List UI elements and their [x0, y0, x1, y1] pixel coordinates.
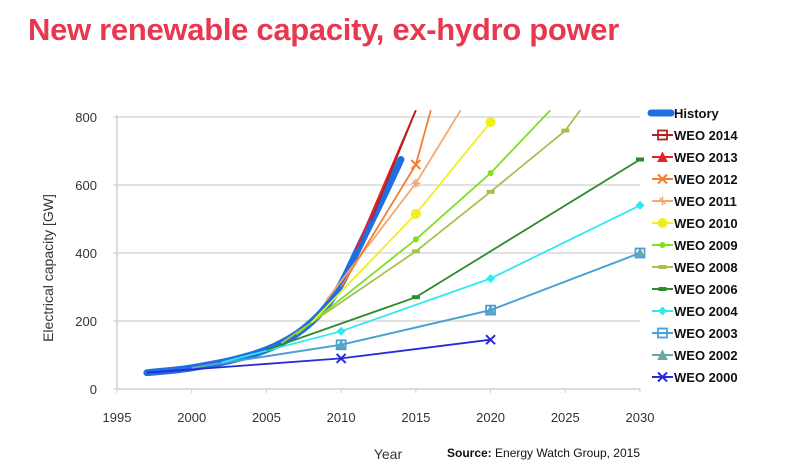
- series-line: [143, 156, 405, 377]
- series-line: [206, 252, 641, 367]
- y-tick-label: 400: [75, 246, 97, 261]
- marker-diamond: [658, 306, 667, 316]
- legend-item: WEO 2000: [652, 370, 738, 385]
- legend: History WEO 2014 WEO 2013 WEO 2012 WEO 2011 W…: [647, 106, 738, 385]
- marker-star: [658, 196, 667, 206]
- series-line: [295, 110, 551, 336]
- marker-dot: [412, 236, 419, 243]
- marker-dash: [486, 189, 495, 194]
- marker-diamond: [336, 326, 346, 336]
- y-tick-label: 600: [75, 178, 97, 193]
- series-weo-2010: [310, 117, 496, 324]
- legend-item: WEO 2011: [652, 194, 737, 209]
- legend-item: WEO 2013: [652, 150, 738, 165]
- legend-label: WEO 2014: [674, 128, 738, 143]
- x-tick-label: 2020: [476, 410, 505, 425]
- legend-item: WEO 2006: [652, 282, 738, 297]
- x-tick-label: 1995: [103, 410, 132, 425]
- marker-x: [335, 353, 347, 364]
- marker-x: [657, 371, 668, 383]
- legend-label: WEO 2000: [674, 370, 738, 385]
- marker-square: [335, 339, 347, 351]
- legend-item: WEO 2014: [652, 128, 738, 143]
- legend-label: WEO 2003: [674, 326, 738, 341]
- legend-label: WEO 2009: [674, 238, 738, 253]
- series-weo-2000: [146, 334, 496, 374]
- x-tick-label: 2000: [177, 410, 206, 425]
- series-line: [370, 110, 417, 222]
- legend-label: WEO 2013: [674, 150, 738, 165]
- y-tick-label: 0: [90, 382, 97, 397]
- marker-x: [410, 159, 422, 170]
- x-tick-label: 2030: [626, 410, 655, 425]
- series-weo-2006: [266, 157, 644, 351]
- x-axis-label: Year: [374, 446, 403, 462]
- marker-circle: [410, 208, 421, 219]
- y-tick-label: 800: [75, 110, 97, 125]
- marker-dot: [659, 242, 666, 248]
- series-weo-2004: [221, 200, 645, 364]
- x-tick-label: 2010: [327, 410, 356, 425]
- legend-label: WEO 2010: [674, 216, 738, 231]
- source-text: Energy Watch Group, 2015: [491, 446, 640, 460]
- marker-dash: [636, 157, 644, 162]
- series-line: [221, 204, 641, 364]
- series-weo-2014: [370, 110, 417, 222]
- marker-dash: [411, 249, 420, 254]
- marker-triangle: [657, 349, 668, 360]
- legend-item: WEO 2004: [652, 304, 738, 319]
- legend-label: WEO 2012: [674, 172, 738, 187]
- marker-dot: [487, 170, 494, 177]
- marker-square: [634, 247, 646, 259]
- marker-dash: [561, 128, 570, 133]
- marker-star: [411, 178, 421, 188]
- source-note: Source: Energy Watch Group, 2015: [447, 446, 640, 460]
- legend-label: WEO 2008: [674, 260, 738, 275]
- marker-circle: [485, 117, 496, 128]
- marker-dash: [658, 265, 667, 269]
- legend-item: WEO 2010: [652, 216, 738, 231]
- legend-item: History: [647, 106, 720, 121]
- legend-item: WEO 2009: [652, 238, 738, 253]
- series-weo-2008: [280, 110, 581, 344]
- series-weo-2012: [340, 110, 432, 288]
- marker-square: [657, 129, 668, 141]
- marker-diamond: [486, 274, 496, 283]
- marker-circle: [657, 218, 668, 228]
- series-group: [143, 110, 646, 377]
- marker-dash: [411, 295, 420, 300]
- marker-diamond: [635, 200, 645, 210]
- marker-square: [485, 304, 496, 316]
- legend-label: History: [674, 106, 720, 121]
- marker-dash: [658, 287, 667, 291]
- legend-label: WEO 2002: [674, 348, 738, 363]
- legend-item: WEO 2003: [652, 326, 738, 341]
- x-tick-label: 2005: [252, 410, 281, 425]
- marker-triangle: [657, 151, 668, 162]
- series-weo-2003: [206, 247, 646, 367]
- source-label: Source:: [447, 446, 492, 460]
- marker-x: [485, 334, 496, 345]
- y-tick-label: 200: [75, 314, 97, 329]
- x-tick-label: 2015: [401, 410, 430, 425]
- legend-label: WEO 2006: [674, 282, 738, 297]
- legend-item: WEO 2008: [652, 260, 738, 275]
- gridlines: [117, 116, 640, 322]
- legend-item: WEO 2002: [652, 348, 738, 363]
- axes: 0 200 400 600 800 1995 2000 2005 2010 2015 2020 202…: [75, 110, 654, 425]
- legend-item: WEO 2012: [652, 172, 738, 187]
- legend-label: WEO 2011: [674, 194, 737, 209]
- series-history: [143, 156, 405, 377]
- legend-label: WEO 2004: [674, 304, 738, 319]
- chart-title: New renewable capacity, ex-hydro power: [28, 12, 620, 47]
- marker-x: [657, 173, 668, 185]
- y-axis-label: Electrical capacity [GW]: [40, 194, 56, 342]
- x-tick-label: 2025: [551, 410, 580, 425]
- series-weo-2009: [295, 110, 551, 336]
- marker-square: [657, 327, 668, 339]
